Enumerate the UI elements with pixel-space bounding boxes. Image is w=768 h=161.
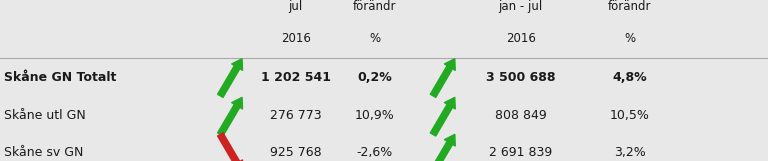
Text: 4,8%: 4,8% (612, 71, 647, 84)
Text: 276 773: 276 773 (270, 109, 322, 122)
Text: %: % (624, 32, 635, 45)
FancyArrowPatch shape (430, 97, 455, 136)
FancyArrowPatch shape (217, 133, 243, 161)
FancyArrowPatch shape (217, 97, 243, 136)
Text: 925 768: 925 768 (270, 147, 322, 159)
Text: 10,5%: 10,5% (610, 109, 650, 122)
Text: förändr: förändr (608, 0, 651, 13)
Text: 0,2%: 0,2% (357, 71, 392, 84)
Text: 10,9%: 10,9% (355, 109, 395, 122)
Text: 808 849: 808 849 (495, 109, 547, 122)
Text: 2016: 2016 (281, 32, 310, 45)
Text: Skåne sv GN: Skåne sv GN (4, 147, 83, 159)
FancyArrowPatch shape (430, 134, 455, 161)
FancyArrowPatch shape (430, 59, 455, 97)
Text: 1 202 541: 1 202 541 (260, 71, 331, 84)
Text: 2016: 2016 (506, 32, 535, 45)
Text: 3 500 688: 3 500 688 (486, 71, 555, 84)
Text: förändr: förändr (353, 0, 396, 13)
Text: jan - jul: jan - jul (498, 0, 543, 13)
Text: Skåne utl GN: Skåne utl GN (4, 109, 85, 122)
Text: jul: jul (289, 0, 303, 13)
Text: -2,6%: -2,6% (356, 147, 393, 159)
Text: Skåne GN Totalt: Skåne GN Totalt (4, 71, 116, 84)
Text: 3,2%: 3,2% (614, 147, 646, 159)
Text: 2 691 839: 2 691 839 (489, 147, 552, 159)
FancyArrowPatch shape (217, 59, 243, 97)
Text: %: % (369, 32, 380, 45)
